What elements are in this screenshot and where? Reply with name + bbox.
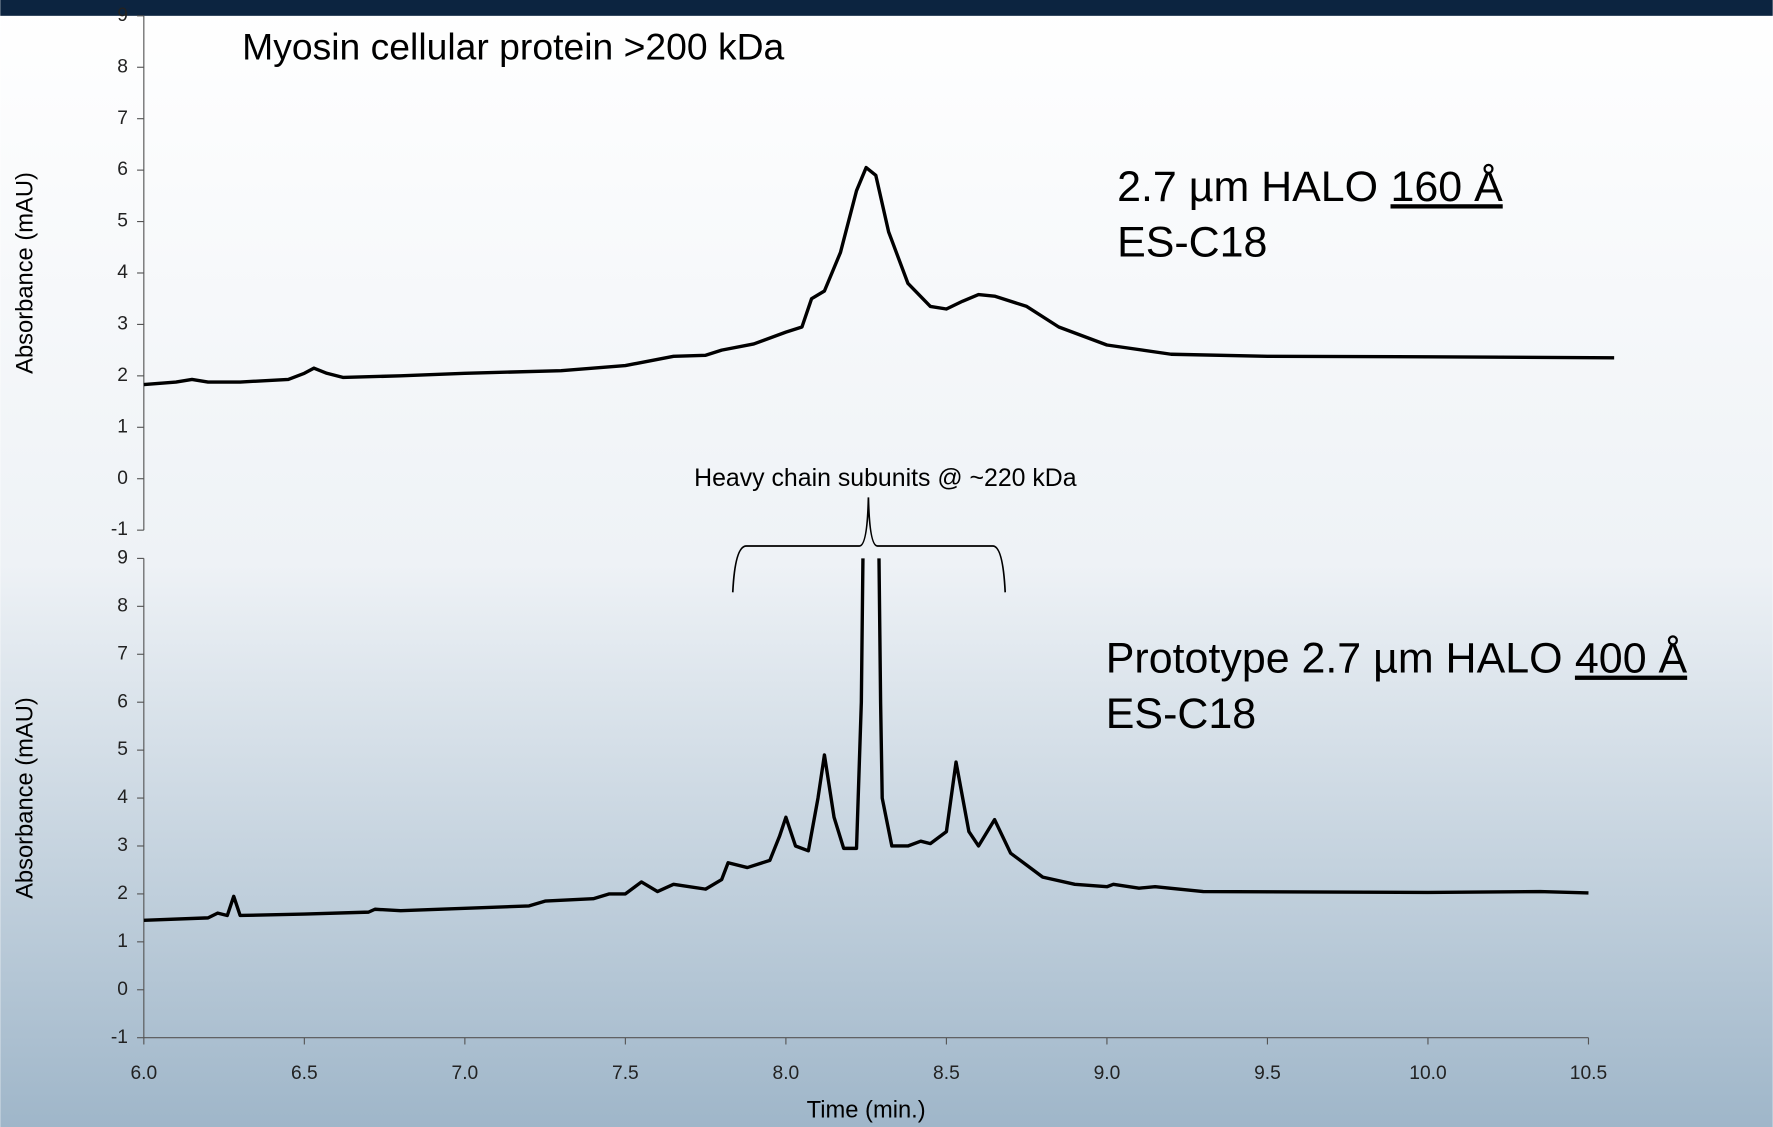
y-tick-label: -1 — [111, 1027, 128, 1048]
y-tick-label: 4 — [117, 262, 128, 283]
y-axis-label: Absorbance (mAU) — [13, 697, 39, 899]
y-tick-label: -1 — [111, 519, 128, 540]
x-tick-label: 6.0 — [130, 1063, 157, 1084]
x-tick-label: 10.5 — [1570, 1063, 1607, 1084]
y-tick-label: 0 — [117, 468, 128, 489]
y-tick-label: 1 — [117, 416, 128, 437]
column-phase: ES-C18 — [1117, 219, 1267, 267]
y-axis-label: Absorbance (mAU) — [13, 172, 39, 374]
x-tick-label: 7.5 — [612, 1063, 639, 1084]
header-bar — [0, 0, 1773, 16]
x-tick-label: 8.5 — [933, 1063, 960, 1084]
y-tick-label: 7 — [117, 108, 128, 129]
y-tick-label: 8 — [117, 595, 128, 616]
y-tick-label: 2 — [117, 883, 128, 904]
y-tick-label: 9 — [117, 547, 128, 568]
column-pore: 160 Å — [1391, 163, 1504, 211]
y-tick-label: 6 — [117, 159, 128, 180]
column-label: 2.7 µm HALO — [1117, 163, 1378, 211]
x-axis-label: Time (min.) — [807, 1097, 926, 1123]
y-tick-label: 7 — [117, 643, 128, 664]
y-tick-label: 8 — [117, 56, 128, 77]
y-tick-label: 9 — [117, 5, 128, 26]
x-tick-label: 6.5 — [291, 1063, 318, 1084]
column-pore: 400 Å — [1575, 635, 1688, 683]
y-tick-label: 5 — [117, 739, 128, 760]
brace — [731, 497, 1007, 593]
data-line — [143, 558, 1589, 922]
y-tick-label: 4 — [117, 787, 128, 808]
x-tick-label: 8.0 — [773, 1063, 800, 1084]
y-tick-label: 3 — [117, 314, 128, 335]
y-tick-label: 6 — [117, 691, 128, 712]
column-phase: ES-C18 — [1106, 690, 1256, 738]
y-tick-label: 3 — [117, 835, 128, 856]
y-tick-label: 0 — [117, 979, 128, 1000]
data-line — [143, 165, 1615, 387]
column-label: Prototype 2.7 µm HALO — [1106, 635, 1563, 683]
y-tick-label: 5 — [117, 211, 128, 232]
x-tick-label: 9.0 — [1094, 1063, 1121, 1084]
chart-title: Myosin cellular protein >200 kDa — [242, 26, 784, 68]
y-tick-label: 1 — [117, 931, 128, 952]
x-tick-label: 9.5 — [1254, 1063, 1281, 1084]
y-tick-label: 2 — [117, 365, 128, 386]
annotation: Heavy chain subunits @ ~220 kDa — [694, 464, 1077, 492]
x-tick-label: 7.0 — [452, 1063, 479, 1084]
x-tick-label: 10.0 — [1409, 1063, 1446, 1084]
